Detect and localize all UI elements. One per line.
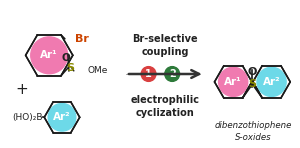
Circle shape bbox=[141, 67, 156, 81]
Text: +: + bbox=[15, 82, 28, 97]
Circle shape bbox=[31, 37, 68, 74]
Text: (HO)₂B: (HO)₂B bbox=[12, 113, 42, 122]
Text: Br: Br bbox=[75, 34, 89, 44]
Polygon shape bbox=[242, 82, 262, 98]
Text: O: O bbox=[248, 67, 257, 78]
Text: dibenzothiophene
S-oxides: dibenzothiophene S-oxides bbox=[214, 121, 292, 142]
Text: Ar²: Ar² bbox=[53, 112, 71, 122]
Circle shape bbox=[48, 103, 76, 131]
Text: Ar¹: Ar¹ bbox=[224, 77, 242, 87]
Text: electrophilic
cyclization: electrophilic cyclization bbox=[131, 95, 200, 118]
Text: S: S bbox=[66, 63, 74, 73]
Text: 1: 1 bbox=[145, 69, 152, 79]
Circle shape bbox=[219, 67, 248, 96]
Text: S: S bbox=[248, 79, 256, 89]
Text: 2: 2 bbox=[169, 69, 175, 79]
Text: Br-selective
coupling: Br-selective coupling bbox=[133, 34, 198, 57]
Circle shape bbox=[165, 67, 180, 81]
Text: OMe: OMe bbox=[88, 66, 108, 75]
Circle shape bbox=[257, 67, 286, 96]
Text: O: O bbox=[61, 53, 70, 63]
Text: Ar²: Ar² bbox=[263, 77, 280, 87]
Text: Ar¹: Ar¹ bbox=[40, 50, 58, 60]
